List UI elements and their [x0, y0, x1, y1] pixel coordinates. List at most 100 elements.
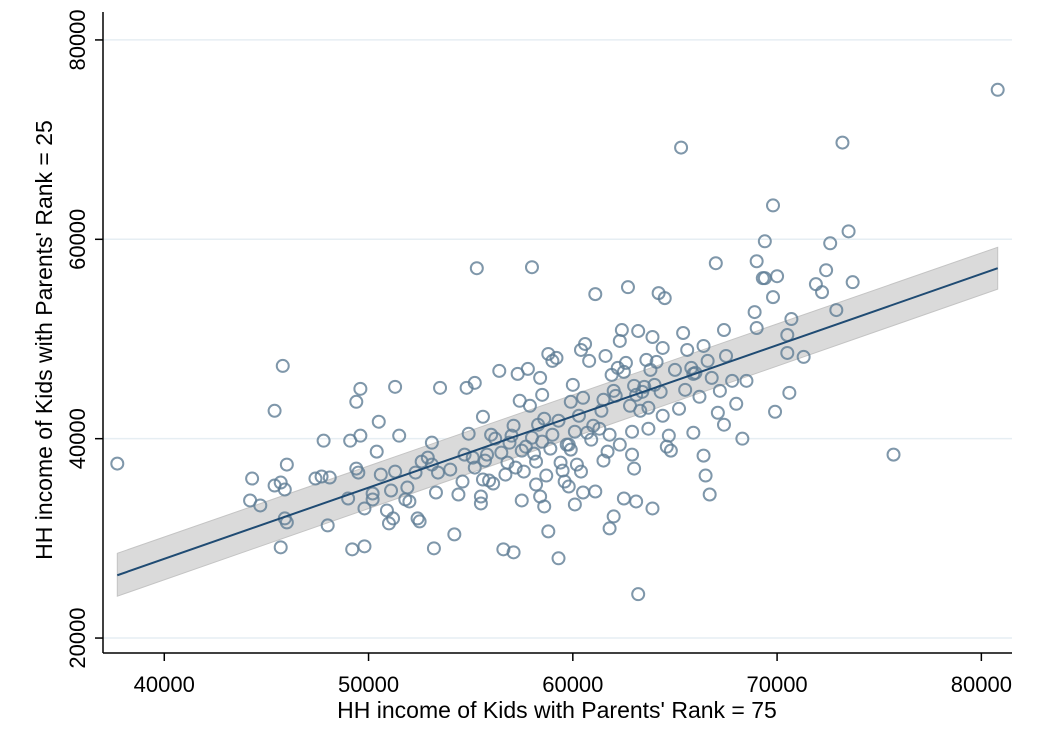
data-point	[602, 521, 617, 536]
data-point	[712, 383, 727, 398]
data-point	[451, 487, 466, 502]
data-point	[475, 409, 490, 424]
data-point	[492, 363, 507, 378]
data-point	[527, 446, 542, 461]
axes	[95, 12, 1012, 661]
data-point	[808, 277, 823, 292]
data-point	[373, 467, 388, 482]
data-point	[467, 375, 482, 390]
data-point	[663, 443, 678, 458]
data-point	[428, 485, 443, 500]
data-point	[563, 394, 578, 409]
data-point	[676, 326, 691, 341]
data-point	[545, 427, 560, 442]
data-point	[322, 470, 337, 485]
data-point	[506, 545, 521, 560]
data-point	[467, 460, 482, 475]
data-point	[747, 305, 762, 320]
data-point	[529, 477, 544, 492]
data-point	[477, 453, 492, 468]
data-point	[349, 394, 364, 409]
x-axis-title: HH income of Kids with Parents' Rank = 7…	[337, 697, 777, 723]
data-point	[563, 442, 578, 457]
data-point	[535, 434, 550, 449]
data-point	[782, 385, 797, 400]
data-point	[655, 408, 670, 423]
data-point	[457, 447, 472, 462]
data-point	[420, 450, 435, 465]
data-point	[702, 487, 717, 502]
data-point	[819, 263, 834, 278]
data-point	[433, 380, 448, 395]
data-point	[308, 471, 323, 486]
data-point	[561, 479, 576, 494]
data-point	[835, 135, 850, 150]
data-point	[447, 527, 462, 542]
data-point	[402, 494, 417, 509]
fit-line-group	[116, 267, 999, 577]
data-point	[678, 382, 693, 397]
data-point	[537, 499, 552, 514]
data-point	[353, 428, 368, 443]
data-point	[674, 140, 689, 155]
data-point	[657, 291, 672, 306]
data-point	[567, 497, 582, 512]
x-tick-label: 70000	[746, 672, 807, 697]
data-point	[598, 348, 613, 363]
data-point	[369, 444, 384, 459]
data-point	[845, 275, 860, 290]
data-point	[384, 483, 399, 498]
data-point	[780, 345, 795, 360]
data-point	[365, 492, 380, 507]
gridlines	[103, 39, 1012, 639]
x-tick-label: 60000	[542, 672, 603, 697]
data-point	[672, 401, 687, 416]
data-point	[612, 333, 627, 348]
data-point	[633, 403, 648, 418]
data-point	[631, 324, 646, 339]
data-point	[524, 260, 539, 275]
data-point	[455, 474, 470, 489]
data-point	[573, 464, 588, 479]
data-point	[716, 417, 731, 432]
data-point	[770, 269, 785, 284]
data-point	[710, 405, 725, 420]
data-point	[578, 336, 593, 351]
data-point	[539, 468, 554, 483]
data-point	[314, 469, 329, 484]
data-point	[645, 501, 660, 516]
x-tick-label: 40000	[134, 672, 195, 697]
data-point	[400, 480, 415, 495]
data-point	[486, 476, 501, 491]
data-point	[541, 524, 556, 539]
scatter-points	[110, 82, 1005, 602]
data-point	[667, 362, 682, 377]
data-point	[766, 290, 781, 305]
y-tick-label: 40000	[65, 408, 90, 469]
data-point	[529, 454, 544, 469]
y-tick-label: 80000	[65, 9, 90, 70]
data-point	[784, 312, 799, 327]
data-point	[351, 465, 366, 480]
data-point	[680, 342, 695, 357]
y-axis-title: HH income of Kids with Parents' Rank = 2…	[31, 120, 57, 560]
data-point	[555, 463, 570, 478]
data-point	[410, 511, 425, 526]
data-point	[365, 486, 380, 501]
data-point	[371, 414, 386, 429]
data-point	[625, 424, 640, 439]
data-point	[696, 338, 711, 353]
data-point	[537, 411, 552, 426]
data-point	[549, 350, 564, 365]
data-point	[426, 541, 441, 556]
data-point	[480, 447, 495, 462]
data-point	[588, 484, 603, 499]
data-point	[506, 418, 521, 433]
data-point	[576, 390, 591, 405]
data-point	[841, 224, 856, 239]
data-point	[686, 425, 701, 440]
data-point	[514, 493, 529, 508]
data-point	[698, 468, 713, 483]
data-point	[592, 421, 607, 436]
